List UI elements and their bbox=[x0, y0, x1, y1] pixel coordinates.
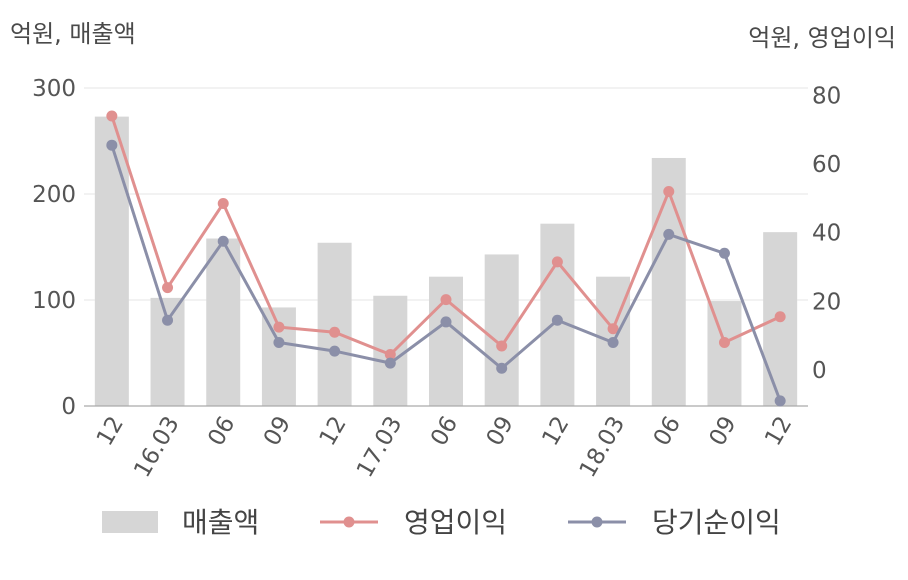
data-point bbox=[384, 357, 396, 369]
data-point bbox=[663, 186, 675, 198]
left-axis-unit: 억원, 매출액 bbox=[10, 20, 136, 48]
data-point bbox=[329, 326, 341, 338]
x-tick-label: 12 bbox=[760, 412, 797, 450]
left-tick-label: 100 bbox=[32, 288, 76, 314]
legend-swatch-marker bbox=[591, 516, 603, 528]
x-tick-label: 09 bbox=[259, 412, 296, 450]
data-point bbox=[718, 247, 730, 259]
data-point bbox=[496, 340, 508, 352]
legend-swatch-bar bbox=[102, 511, 158, 533]
bar bbox=[651, 157, 686, 406]
data-point bbox=[496, 362, 508, 374]
right-axis-unit: 억원, 영업이익 bbox=[748, 24, 896, 52]
x-tick-label: 12 bbox=[315, 412, 352, 450]
bar bbox=[94, 116, 129, 407]
data-point bbox=[162, 314, 174, 326]
data-point bbox=[217, 235, 229, 247]
right-tick-label: 0 bbox=[812, 358, 827, 384]
right-tick-label: 40 bbox=[812, 221, 841, 247]
left-tick-label: 200 bbox=[32, 182, 76, 208]
x-tick-label: 12 bbox=[92, 412, 129, 450]
bar bbox=[150, 297, 185, 406]
x-tick-label: 12 bbox=[537, 412, 574, 450]
data-point bbox=[106, 110, 118, 122]
data-point bbox=[162, 282, 174, 294]
right-tick-label: 80 bbox=[812, 83, 841, 109]
x-tick-label: 16.03 bbox=[129, 412, 184, 482]
left-tick-label: 300 bbox=[32, 76, 76, 102]
data-point bbox=[607, 323, 619, 335]
x-tick-label: 06 bbox=[426, 412, 463, 450]
data-point bbox=[551, 314, 563, 326]
left-tick-label: 0 bbox=[61, 394, 76, 420]
bar bbox=[206, 238, 241, 406]
x-tick-label: 09 bbox=[482, 412, 519, 450]
data-point bbox=[774, 311, 786, 323]
bar bbox=[707, 301, 742, 406]
data-point bbox=[663, 228, 675, 240]
x-tick-label: 17.03 bbox=[352, 412, 407, 482]
data-point bbox=[440, 316, 452, 328]
x-tick-label: 09 bbox=[705, 412, 742, 450]
data-point bbox=[607, 337, 619, 349]
legend-swatch-marker bbox=[343, 516, 355, 528]
data-point bbox=[329, 345, 341, 357]
x-tick-label: 06 bbox=[203, 412, 240, 450]
right-tick-label: 20 bbox=[812, 289, 841, 315]
bar bbox=[317, 242, 352, 406]
legend-label: 당기순이익 bbox=[652, 506, 781, 539]
data-point bbox=[384, 349, 396, 361]
data-point bbox=[273, 321, 285, 333]
data-point bbox=[718, 337, 730, 349]
x-tick-label: 18.03 bbox=[575, 412, 630, 482]
data-point bbox=[440, 294, 452, 306]
data-point bbox=[217, 198, 229, 210]
data-point bbox=[551, 256, 563, 268]
data-point bbox=[106, 139, 118, 151]
data-point bbox=[273, 337, 285, 349]
legend-label: 매출액 bbox=[182, 506, 259, 539]
legend-label: 영업이익 bbox=[404, 506, 507, 539]
data-point bbox=[774, 395, 786, 407]
right-tick-label: 60 bbox=[812, 152, 841, 178]
x-tick-label: 06 bbox=[649, 412, 686, 450]
